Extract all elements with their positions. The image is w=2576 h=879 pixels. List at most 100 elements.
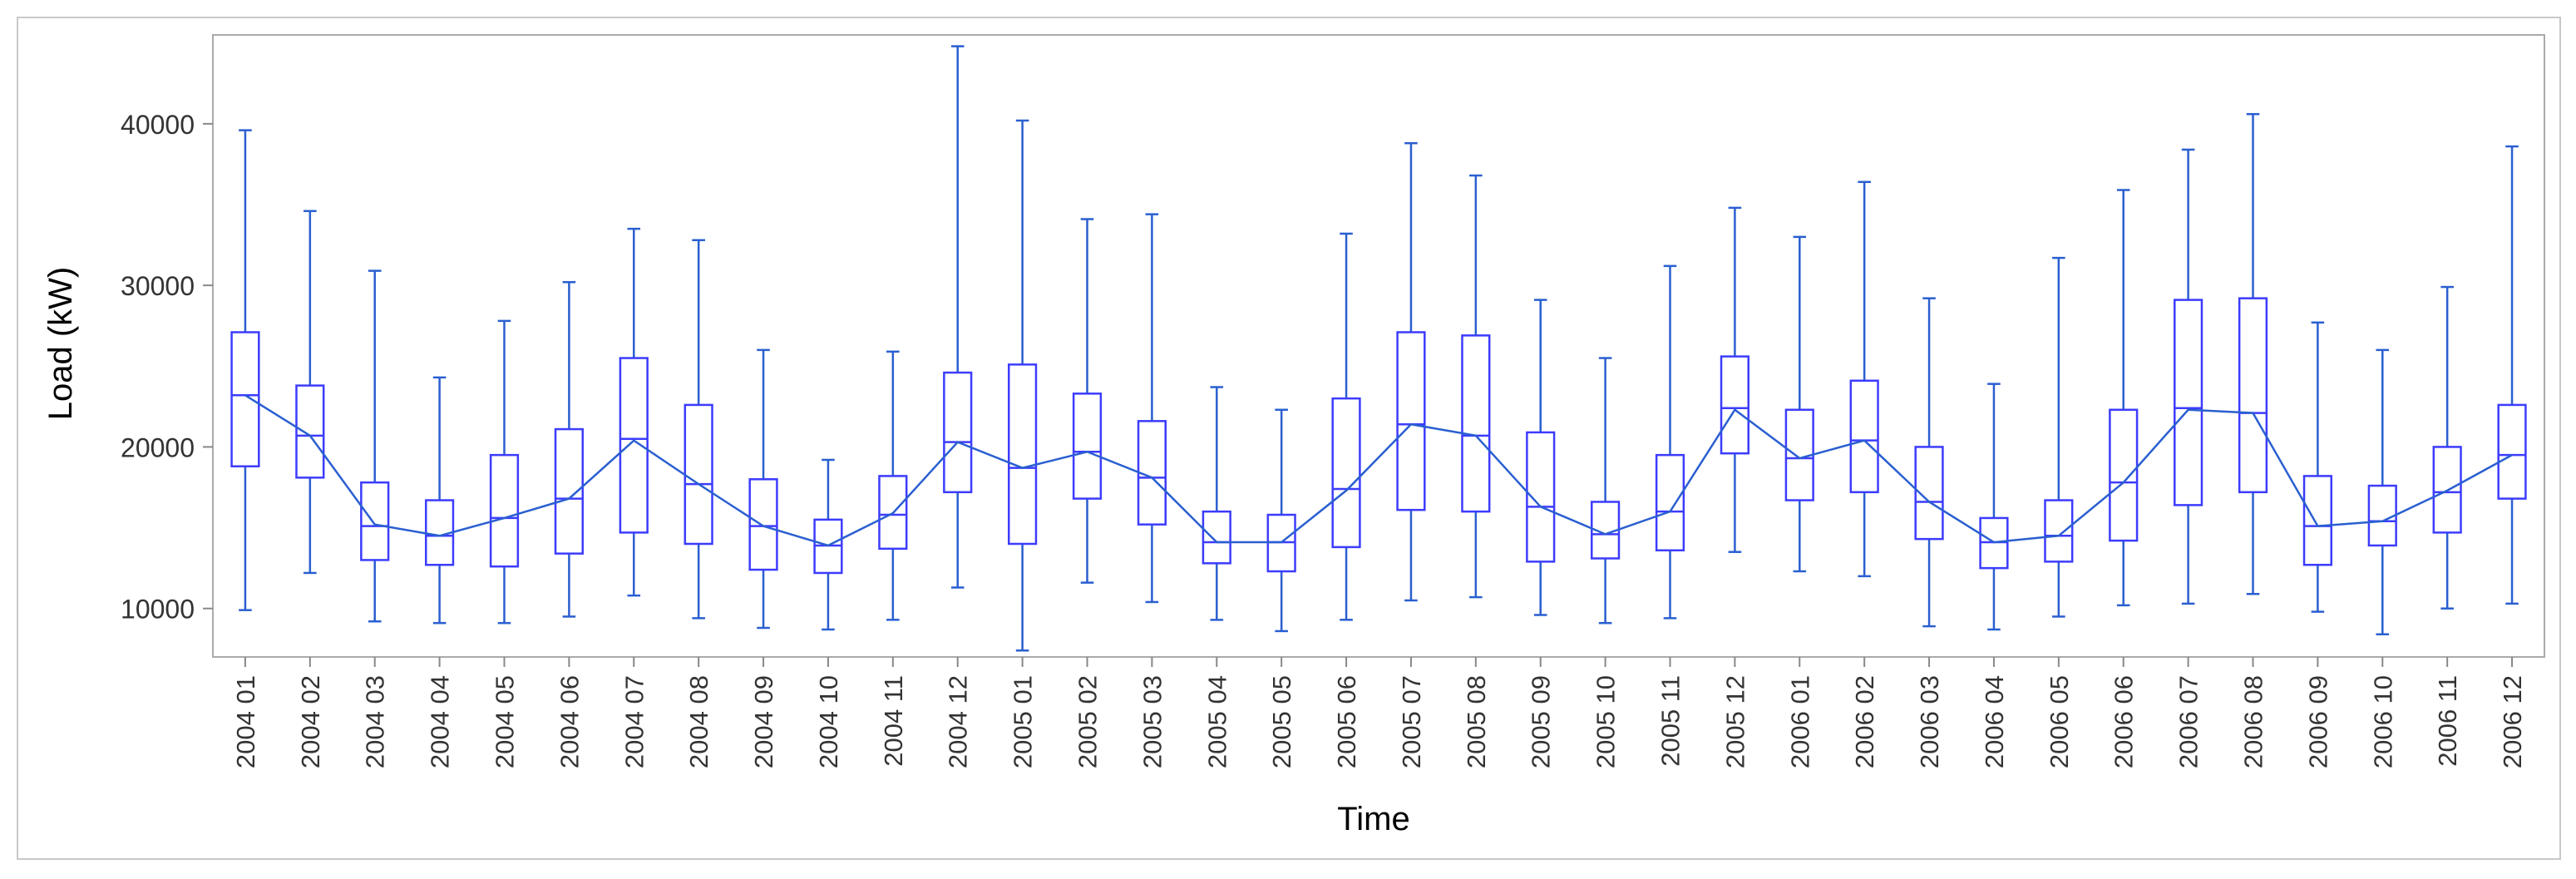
box-2006-08 [2238, 112, 2268, 595]
x-tick-label: 2006 04 [1980, 675, 2009, 768]
x-tick-label: 2004 11 [879, 675, 908, 767]
x-tick-label: 2006 01 [1785, 675, 1814, 768]
x-tick-label: 2004 06 [555, 675, 584, 768]
plot-area [212, 34, 2545, 658]
box-2005-04 [1202, 386, 1231, 621]
box-2006-12 [2497, 145, 2527, 605]
box-iqr [230, 331, 260, 467]
box-iqr [619, 357, 649, 534]
box-iqr [2109, 408, 2139, 542]
x-axis: 2004 01 2004 02 2004 03 2004 04 2004 05 2004 … [231, 657, 2527, 768]
box-iqr [943, 371, 973, 494]
box-2004-10 [813, 458, 843, 631]
box-2006-07 [2174, 148, 2203, 605]
box-2004-09 [748, 348, 778, 630]
box-2006-11 [2432, 285, 2462, 610]
box-2005-05 [1266, 408, 1296, 633]
x-tick-label: 2005 07 [1397, 675, 1426, 768]
box-2004-12 [943, 45, 973, 589]
x-tick-label: 2004 07 [619, 675, 649, 768]
plot-border [212, 34, 2545, 658]
box-2006-03 [1914, 297, 1944, 628]
box-2005-07 [1396, 141, 1426, 602]
x-tick-label: 2005 11 [1656, 675, 1685, 767]
box-iqr [1720, 355, 1749, 455]
x-tick-label: 2005 09 [1527, 675, 1556, 768]
box-2004-08 [683, 239, 713, 620]
box-iqr [1849, 379, 1879, 494]
x-tick-label: 2005 06 [1332, 675, 1361, 768]
x-tick-label: 2006 06 [2110, 675, 2139, 768]
chart-frame [17, 17, 2561, 860]
box-2005-10 [1591, 357, 1621, 625]
y-axis-title: Load (kW) [42, 267, 79, 421]
box-2004-02 [295, 210, 325, 575]
x-tick-label: 2005 10 [1591, 675, 1621, 768]
x-tick-label: 2006 07 [2174, 675, 2203, 768]
box-2006-09 [2302, 321, 2332, 613]
x-tick-label: 2005 04 [1202, 675, 1231, 768]
x-tick-label: 2004 12 [944, 675, 973, 768]
box-2005-03 [1137, 213, 1167, 604]
box-2005-09 [1526, 299, 1556, 616]
y-tick-label: 40000 [121, 110, 195, 140]
x-tick-label: 2004 09 [749, 675, 778, 768]
box-iqr [2174, 299, 2203, 506]
box-2005-02 [1072, 218, 1103, 584]
y-tick-label: 20000 [121, 432, 195, 462]
box-iqr [2044, 499, 2074, 563]
box-2005-06 [1331, 232, 1361, 621]
box-iqr [683, 403, 713, 546]
box-2004-01 [230, 129, 260, 611]
x-tick-label: 2005 05 [1267, 675, 1296, 768]
box-iqr [748, 478, 778, 571]
box-iqr [1331, 397, 1361, 549]
trend-line [244, 394, 2513, 547]
box-2006-02 [1849, 180, 1879, 578]
box-iqr [1461, 334, 1491, 513]
box-2006-01 [1784, 235, 1814, 573]
x-tick-label: 2004 01 [231, 675, 260, 768]
box-iqr [295, 384, 325, 479]
x-tick-label: 2006 08 [2239, 675, 2268, 768]
x-tick-label: 2006 02 [1850, 675, 1879, 768]
box-iqr [2238, 297, 2268, 494]
box-iqr [2302, 475, 2332, 566]
box-iqr [878, 475, 908, 551]
y-axis: 10000 20000 30000 40000 [121, 110, 213, 625]
box-iqr [2367, 484, 2397, 547]
box-iqr [1655, 453, 1685, 552]
box-2004-11 [878, 350, 908, 621]
box-iqr [489, 453, 520, 568]
box-iqr [2497, 403, 2527, 500]
box-iqr [1072, 393, 1103, 500]
x-axis-title: Time [1337, 801, 1409, 837]
x-tick-label: 2006 05 [2045, 675, 2074, 768]
box-2004-05 [489, 319, 520, 625]
x-tick-label: 2004 10 [814, 675, 843, 768]
x-tick-label: 2005 01 [1009, 675, 1038, 768]
x-tick-label: 2005 08 [1462, 675, 1491, 768]
box-2004-06 [554, 281, 584, 618]
box-2006-05 [2044, 256, 2074, 618]
boxes-layer [230, 45, 2527, 652]
box-2005-12 [1720, 206, 1749, 553]
box-iqr [1137, 420, 1167, 526]
x-tick-label: 2005 03 [1137, 675, 1167, 768]
y-tick-label: 30000 [121, 271, 195, 301]
box-2004-03 [360, 269, 390, 623]
box-iqr [1008, 363, 1038, 546]
x-tick-label: 2005 02 [1073, 675, 1103, 768]
x-tick-label: 2006 11 [2433, 675, 2462, 767]
box-2005-01 [1008, 119, 1038, 652]
x-tick-label: 2004 08 [684, 675, 713, 768]
x-tick-label: 2004 05 [491, 675, 520, 768]
x-tick-label: 2004 04 [426, 675, 455, 768]
box-2004-07 [619, 227, 649, 597]
box-2006-06 [2109, 189, 2139, 607]
x-tick-label: 2005 12 [1720, 675, 1749, 768]
box-iqr [1914, 446, 1944, 541]
box-iqr [360, 481, 390, 561]
box-2004-04 [425, 376, 455, 625]
